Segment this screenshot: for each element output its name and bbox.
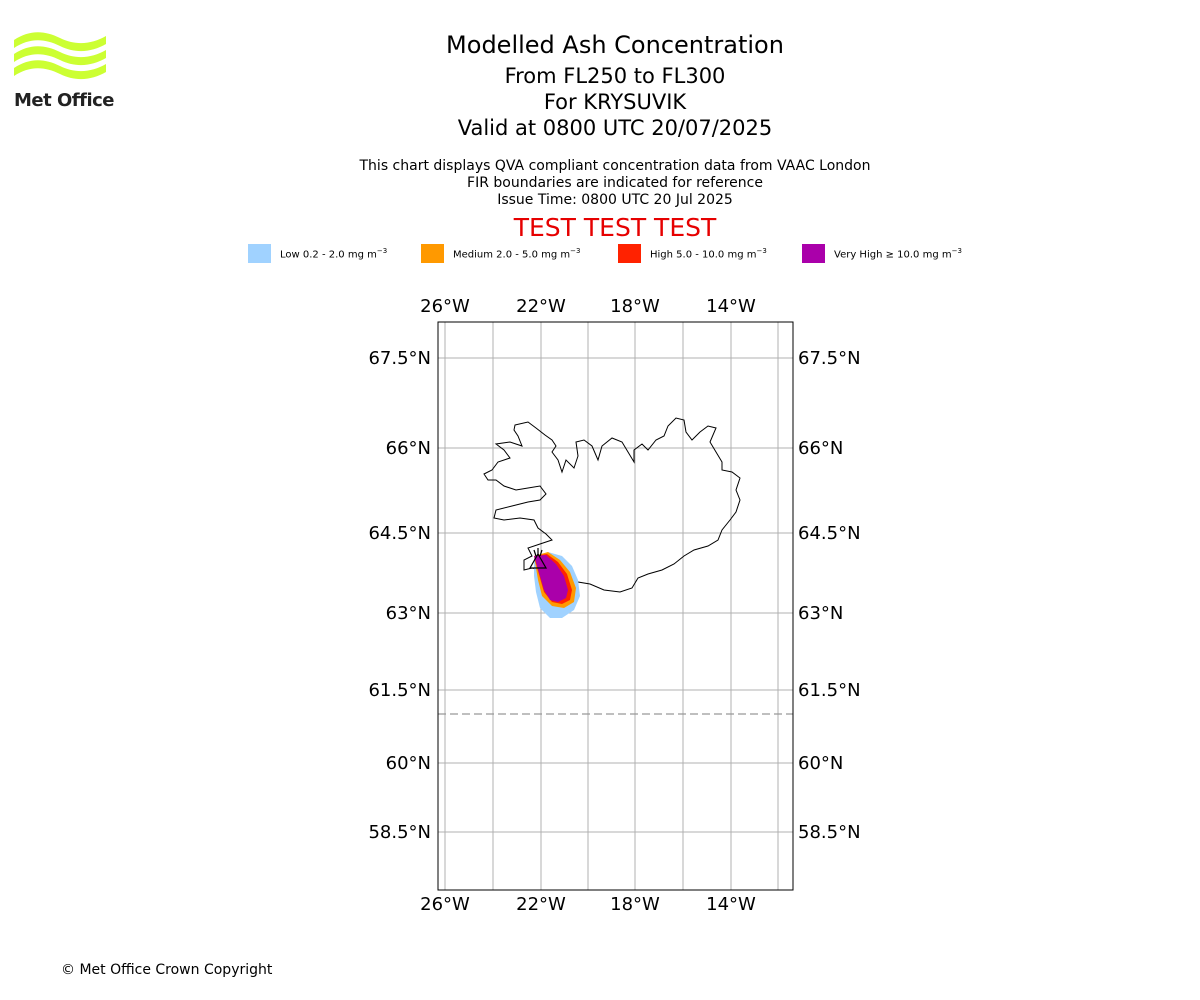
lat-label-right: 60°N bbox=[798, 753, 843, 774]
lon-labels-bottom: 26°W 22°W 18°W 14°W bbox=[420, 894, 756, 915]
met-office-logo bbox=[14, 30, 106, 112]
lon-label-bottom: 14°W bbox=[706, 894, 756, 915]
lon-label-top: 26°W bbox=[420, 296, 470, 317]
met-office-waves-icon bbox=[14, 32, 106, 80]
info-line-qva: This chart displays QVA compliant concen… bbox=[359, 158, 871, 174]
legend-swatch-very-high bbox=[802, 244, 825, 263]
lat-label-left: 64.5°N bbox=[368, 523, 431, 544]
lat-label-left: 58.5°N bbox=[368, 822, 431, 843]
lat-label-right: 58.5°N bbox=[798, 822, 861, 843]
volcano-icon bbox=[528, 548, 548, 569]
lat-label-right: 67.5°N bbox=[798, 348, 861, 369]
lon-labels-top: 26°W 22°W 18°W 14°W bbox=[420, 296, 756, 317]
legend-item-medium: Medium 2.0 - 5.0 mg m−3 bbox=[421, 244, 580, 263]
info-line-fir: FIR boundaries are indicated for referen… bbox=[467, 175, 763, 191]
copyright: © Met Office Crown Copyright bbox=[61, 962, 273, 978]
test-banner: TEST TEST TEST bbox=[513, 213, 717, 242]
lat-label-right: 63°N bbox=[798, 603, 843, 624]
lon-label-bottom: 22°W bbox=[516, 894, 566, 915]
lat-label-left: 63°N bbox=[386, 603, 431, 624]
legend-item-low: Low 0.2 - 2.0 mg m−3 bbox=[248, 244, 387, 263]
lat-labels-left: 67.5°N 66°N 64.5°N 63°N 61.5°N 60°N 58.5… bbox=[368, 348, 431, 843]
lat-label-left: 61.5°N bbox=[368, 680, 431, 701]
lon-label-bottom: 26°W bbox=[420, 894, 470, 915]
lon-label-top: 14°W bbox=[706, 296, 756, 317]
ash-concentration bbox=[534, 552, 580, 618]
chart-title: Modelled Ash Concentration bbox=[446, 31, 784, 59]
flight-level-range: From FL250 to FL300 bbox=[504, 64, 726, 88]
legend-item-very-high: Very High ≥ 10.0 mg m−3 bbox=[802, 244, 962, 263]
info-line-issue-time: Issue Time: 0800 UTC 20 Jul 2025 bbox=[497, 192, 733, 208]
iceland-coastline bbox=[483, 417, 741, 593]
lon-label-top: 18°W bbox=[610, 296, 660, 317]
legend-label-high: High 5.0 - 10.0 mg m−3 bbox=[650, 246, 767, 261]
lat-label-left: 60°N bbox=[386, 753, 431, 774]
legend-label-very-high: Very High ≥ 10.0 mg m−3 bbox=[834, 246, 962, 261]
lat-label-right: 66°N bbox=[798, 438, 843, 459]
lat-label-left: 67.5°N bbox=[368, 348, 431, 369]
lat-label-right: 61.5°N bbox=[798, 680, 861, 701]
lon-label-top: 22°W bbox=[516, 296, 566, 317]
legend-item-high: High 5.0 - 10.0 mg m−3 bbox=[618, 244, 767, 263]
met-office-logo-text: Met Office bbox=[14, 90, 115, 111]
legend-swatch-medium bbox=[421, 244, 444, 263]
lon-label-bottom: 18°W bbox=[610, 894, 660, 915]
map-frame bbox=[437, 321, 794, 891]
legend-label-medium: Medium 2.0 - 5.0 mg m−3 bbox=[453, 246, 581, 261]
map-gridlines bbox=[438, 322, 793, 890]
lat-labels-right: 67.5°N 66°N 64.5°N 63°N 61.5°N 60°N 58.5… bbox=[798, 348, 861, 843]
volcano-name: For KRYSUVIK bbox=[543, 90, 687, 114]
lat-label-left: 66°N bbox=[386, 438, 431, 459]
legend-swatch-high bbox=[618, 244, 641, 263]
ash-very-high bbox=[534, 555, 568, 602]
legend-label-low: Low 0.2 - 2.0 mg m−3 bbox=[280, 246, 388, 261]
valid-time: Valid at 0800 UTC 20/07/2025 bbox=[457, 116, 773, 140]
lat-label-right: 64.5°N bbox=[798, 523, 861, 544]
legend-swatch-low bbox=[248, 244, 271, 263]
